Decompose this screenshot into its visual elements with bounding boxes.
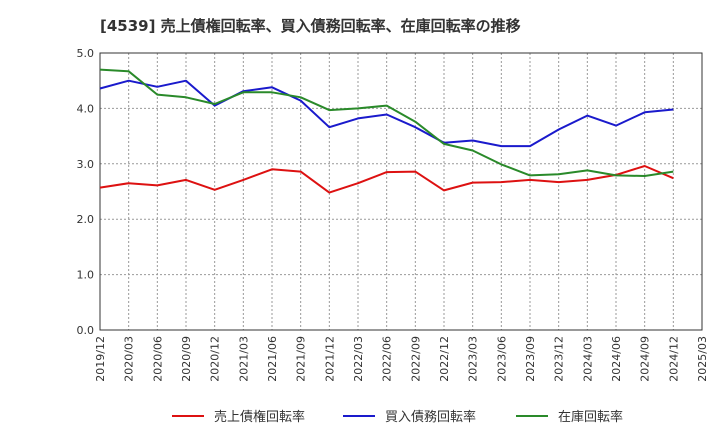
x-tick-label: 2022/06 bbox=[381, 336, 394, 382]
x-tick-label: 2019/12 bbox=[94, 336, 107, 382]
x-tick-label: 2024/09 bbox=[639, 336, 652, 382]
series-lines bbox=[99, 68, 674, 194]
axes bbox=[99, 52, 703, 331]
y-tick-label: 5.0 bbox=[77, 47, 95, 60]
y-tick-label: 2.0 bbox=[77, 213, 95, 226]
chart-title: [4539] 売上債権回転率、買入債務回転率、在庫回転率の推移 bbox=[100, 17, 521, 35]
x-tick-label: 2022/12 bbox=[438, 336, 451, 382]
x-tick-label: 2020/12 bbox=[209, 336, 222, 382]
x-tick-label: 2021/03 bbox=[237, 336, 250, 382]
series-line-1 bbox=[99, 79, 674, 148]
grid-lines bbox=[100, 53, 702, 330]
x-tick-label: 2021/06 bbox=[266, 336, 279, 382]
y-axis-ticks: 0.0 1.0 2.0 3.0 4.0 5.0 bbox=[77, 47, 95, 337]
series-line-0 bbox=[99, 165, 674, 194]
plot-frame bbox=[99, 52, 703, 331]
x-tick-label: 2020/06 bbox=[151, 336, 164, 382]
x-tick-label: 2024/06 bbox=[610, 336, 623, 382]
x-tick-label: 2021/12 bbox=[323, 336, 336, 382]
legend-label-0: 売上債権回転率 bbox=[214, 409, 305, 425]
x-tick-label: 2022/03 bbox=[352, 336, 365, 382]
y-tick-label: 4.0 bbox=[77, 102, 95, 115]
x-tick-label: 2023/09 bbox=[524, 336, 537, 382]
x-tick-label: 2024/12 bbox=[667, 336, 680, 382]
y-tick-label: 1.0 bbox=[77, 269, 95, 282]
legend: 売上債権回転率 買入債務回転率 在庫回転率 bbox=[172, 409, 623, 425]
y-tick-label: 0.0 bbox=[77, 324, 95, 337]
x-axis-ticks: 2019/12 2020/03 2020/06 2020/09 2020/12 2021/… bbox=[94, 336, 709, 382]
plot-area bbox=[100, 53, 702, 330]
x-tick-label: 2020/09 bbox=[180, 336, 193, 382]
x-tick-label: 2023/12 bbox=[553, 336, 566, 382]
series-line-2 bbox=[99, 68, 674, 177]
x-tick-label: 2023/06 bbox=[495, 336, 508, 382]
x-tick-label: 2020/03 bbox=[123, 336, 136, 382]
legend-label-2: 在庫回転率 bbox=[558, 409, 623, 425]
x-tick-label: 2022/09 bbox=[409, 336, 422, 382]
x-tick-label: 2024/03 bbox=[581, 336, 594, 382]
x-tick-label: 2023/03 bbox=[467, 336, 480, 382]
y-tick-label: 3.0 bbox=[77, 158, 95, 171]
legend-label-1: 買入債務回転率 bbox=[385, 409, 476, 425]
x-tick-label: 2025/03 bbox=[696, 336, 709, 382]
x-tick-label: 2021/09 bbox=[295, 336, 308, 382]
plot-background bbox=[100, 53, 702, 330]
